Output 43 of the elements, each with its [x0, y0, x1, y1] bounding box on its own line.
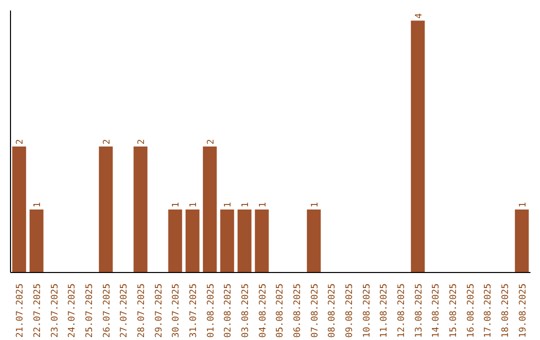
x-tick-label: 29.07.2025 [154, 283, 164, 338]
x-tick-label: 17.08.2025 [484, 283, 494, 338]
data-label: 4 [414, 13, 424, 19]
x-tick-label: 01.08.2025 [206, 283, 216, 338]
x-tick-label: 18.08.2025 [501, 283, 511, 338]
x-tick-label: 02.08.2025 [224, 283, 234, 338]
data-label: 1 [224, 202, 234, 208]
x-tick-label: 06.08.2025 [293, 283, 303, 338]
x-tick-label: 23.07.2025 [50, 283, 60, 338]
x-tick-label: 09.08.2025 [345, 283, 355, 338]
x-tick-label: 07.08.2025 [310, 283, 320, 338]
x-tick-label: 03.08.2025 [241, 283, 251, 338]
data-label: 1 [310, 202, 320, 208]
x-tick-label: 16.08.2025 [466, 283, 476, 338]
x-tick-label: 25.07.2025 [85, 283, 95, 338]
data-label: 1 [241, 202, 251, 208]
data-label: 2 [16, 139, 26, 145]
x-tick-label: 30.07.2025 [172, 283, 182, 338]
x-tick-label: 21.07.2025 [16, 283, 26, 338]
data-label: 1 [518, 202, 528, 208]
data-label: 1 [172, 202, 182, 208]
x-tick-label: 22.07.2025 [33, 283, 43, 338]
x-tick-label: 28.07.2025 [137, 283, 147, 338]
data-label: 1 [258, 202, 268, 208]
data-label: 1 [33, 202, 43, 208]
x-tick-label: 26.07.2025 [102, 283, 112, 338]
x-tick-label: 13.08.2025 [414, 283, 424, 338]
x-tick-label: 11.08.2025 [380, 283, 390, 338]
x-tick-label: 24.07.2025 [68, 283, 78, 338]
data-label: 2 [102, 139, 112, 145]
data-label: 2 [206, 139, 216, 145]
x-tick-label: 31.07.2025 [189, 283, 199, 338]
data-label: 2 [137, 139, 147, 145]
x-tick-label: 10.08.2025 [362, 283, 372, 338]
x-tick-label: 19.08.2025 [518, 283, 528, 338]
x-tick-label: 15.08.2025 [449, 283, 459, 338]
x-tick-label: 12.08.2025 [397, 283, 407, 338]
x-tick-label: 05.08.2025 [276, 283, 286, 338]
data-label: 1 [189, 202, 199, 208]
x-tick-label: 08.08.2025 [328, 283, 338, 338]
x-tick-label: 27.07.2025 [120, 283, 130, 338]
x-tick-label: 14.08.2025 [432, 283, 442, 338]
x-tick-label: 04.08.2025 [258, 283, 268, 338]
